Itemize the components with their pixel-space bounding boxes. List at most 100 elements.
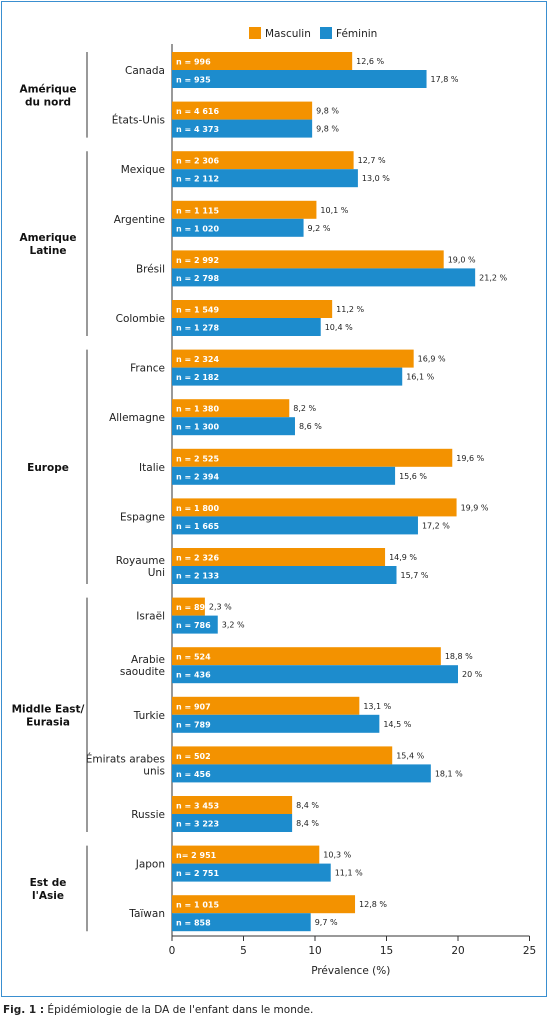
bar-male-n: n = 2 525 — [176, 454, 219, 463]
bar-female — [172, 516, 418, 535]
bar-female-value: 11,1 % — [335, 869, 363, 878]
country-label: unis — [143, 765, 165, 777]
country-label: Turkie — [133, 710, 165, 722]
bar-female-value: 9,2 % — [308, 224, 331, 233]
x-axis-tick-label: 0 — [169, 945, 176, 957]
bar-female-n: n = 456 — [176, 770, 211, 779]
bar-female — [172, 814, 293, 832]
group-label: Amerique — [19, 232, 76, 244]
figure-frame: Masculin Féminin Canada n = 996 12,6 % n = 93… — [1, 1, 547, 997]
bar-female-n: n = 3 223 — [176, 820, 219, 829]
group-label: Eurasia — [26, 716, 70, 728]
bar-female-n: n = 2 112 — [176, 175, 219, 184]
country-label: Espagne — [120, 511, 165, 523]
x-axis-label: Prévalence (%) — [311, 965, 390, 977]
bar-male-n: n = 1 015 — [176, 901, 219, 910]
bar-male — [172, 250, 444, 269]
bar-male-value: 9,8 % — [316, 107, 339, 116]
bar-male-n: n = 1 115 — [176, 206, 219, 215]
bar-male-value: 14,9 % — [389, 553, 417, 562]
group-label: Europe — [27, 462, 69, 474]
bar-male-value: 12,7 % — [358, 156, 386, 165]
bar-male-n: n = 1 380 — [176, 405, 219, 414]
bar-female-value: 9,8 % — [316, 125, 339, 134]
bar-female-n: n = 2 182 — [176, 373, 219, 382]
bar-male-n: n = 2 306 — [176, 157, 219, 166]
bar-male-value: 8,4 % — [296, 801, 319, 810]
bar-female-value: 8,6 % — [299, 422, 322, 431]
bar-female — [172, 615, 218, 634]
bar-female-value: 16,1 % — [406, 373, 434, 382]
bar-male-n: n = 2 324 — [176, 355, 219, 364]
bar-male-n: n= 2 951 — [176, 851, 217, 860]
caption-prefix: Fig. 1 : — [3, 1004, 45, 1016]
bar-female-value: 21,2 % — [479, 273, 507, 282]
bar-female-n: n = 2 798 — [176, 274, 219, 283]
bar-female-n: n = 2 751 — [176, 869, 219, 878]
country-label: Argentine — [114, 214, 165, 226]
bar-female-n: n = 1 665 — [176, 522, 219, 531]
bar-female-value: 14,5 % — [383, 720, 411, 729]
country-label: Allemagne — [109, 412, 165, 424]
country-label: Colombie — [116, 313, 165, 325]
bar-female-n: n = 1 278 — [176, 324, 219, 333]
bar-male-value: 13,1 % — [363, 702, 391, 711]
bar-male — [172, 597, 205, 616]
country-label: Brésil — [136, 263, 165, 275]
country-label: Canada — [125, 65, 165, 77]
bar-female-n: n = 436 — [176, 671, 211, 680]
bar-male-value: 10,1 % — [320, 206, 348, 215]
caption-text: Épidémiologie de la DA de l'enfant dans … — [44, 1004, 314, 1016]
bar-female — [172, 863, 331, 882]
group-label: Est de — [30, 877, 67, 889]
bar-male — [172, 498, 457, 517]
legend-swatch-male — [249, 27, 261, 39]
bar-male-value: 10,3 % — [323, 851, 351, 860]
bar-male-n: n = 891 — [176, 603, 211, 612]
bar-male-n: n = 907 — [176, 702, 211, 711]
bar-male-value: 19,9 % — [461, 503, 489, 512]
bar-female-n: n = 1 300 — [176, 423, 219, 432]
legend-label-male: Masculin — [265, 28, 311, 40]
bar-female — [172, 218, 304, 237]
bar-female — [172, 913, 311, 932]
group-label: du nord — [25, 96, 71, 108]
bar-male — [172, 895, 356, 914]
bar-female-value: 10,4 % — [325, 323, 353, 332]
group-label: l'Asie — [32, 890, 64, 902]
bar-female-n: n = 1 020 — [176, 224, 219, 233]
bar-female-n: n = 789 — [176, 720, 211, 729]
bar-female-value: 18,1 % — [435, 769, 463, 778]
bar-male — [172, 696, 360, 715]
bar-male — [172, 349, 414, 368]
bar-male — [172, 647, 441, 666]
group-label: Middle East/ — [12, 703, 85, 715]
bar-male-n: n = 1 549 — [176, 306, 219, 315]
country-label: Mexique — [121, 164, 165, 176]
legend-swatch-female — [320, 27, 332, 39]
bar-female — [172, 268, 476, 287]
bar-female-value: 3,2 % — [222, 621, 245, 630]
bar-male-n: n = 2 992 — [176, 256, 219, 265]
bar-female — [172, 417, 295, 436]
bar-female-n: n = 935 — [176, 76, 211, 85]
bar-male-value: 16,9 % — [418, 355, 446, 364]
country-label: Japon — [135, 859, 165, 871]
bar-female-n: n = 4 373 — [176, 125, 219, 134]
x-axis-tick-label: 25 — [523, 945, 536, 957]
group-label: Latine — [30, 245, 67, 257]
bar-female-value: 15,7 % — [401, 571, 429, 580]
bar-female-value: 17,2 % — [422, 521, 450, 530]
bar-male-value: 12,6 % — [356, 57, 384, 66]
bar-female — [172, 169, 358, 188]
bar-male — [172, 746, 393, 765]
legend-label-female: Féminin — [336, 28, 377, 40]
bar-female-n: n = 858 — [176, 919, 211, 928]
bar-female-n: n = 786 — [176, 621, 211, 630]
country-label: Israël — [136, 611, 165, 623]
bar-female-value: 17,8 % — [431, 75, 459, 84]
bar-female — [172, 566, 397, 584]
country-label: Émirats arabes — [86, 752, 165, 765]
bar-male-value: 19,0 % — [448, 255, 476, 264]
x-axis-tick-label: 10 — [308, 945, 321, 957]
